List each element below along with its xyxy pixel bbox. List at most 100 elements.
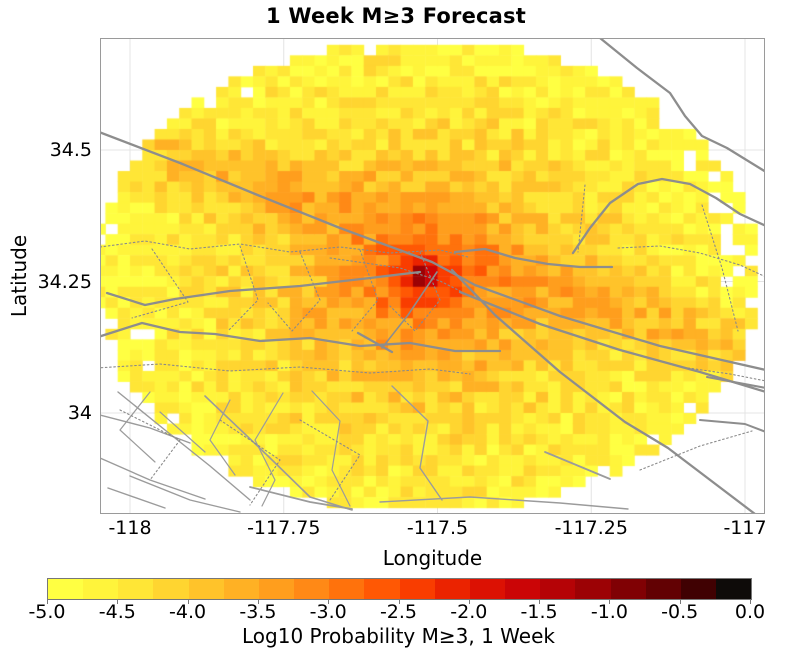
colorbar-tickmark [328, 600, 330, 604]
colorbar-segment [610, 579, 646, 599]
fault-line [299, 419, 361, 501]
fault-line [100, 363, 471, 375]
fault-line [219, 419, 281, 506]
colorbar-tick-label: -4.5 [98, 601, 136, 623]
fault-line [379, 496, 629, 510]
fault-line [209, 399, 236, 476]
colorbar-tickmark [750, 600, 751, 604]
colorbar-tick-label: -3.5 [239, 601, 277, 623]
x-tick-label: -117.75 [247, 517, 321, 539]
colorbar-tick-label: -2.0 [450, 601, 488, 623]
colorbar-segment [153, 579, 189, 599]
y-tick-label: 34.5 [49, 139, 92, 161]
fault-line [577, 184, 586, 253]
fault-line [119, 409, 181, 481]
fault-line [544, 451, 611, 480]
colorbar [47, 578, 752, 600]
fault-line [617, 245, 765, 278]
colorbar-segment [715, 579, 752, 599]
heatmap-canvas [100, 38, 765, 514]
fault-lines-overlay [100, 38, 765, 514]
fault-line [119, 391, 156, 463]
fault-line [450, 268, 757, 514]
fault-line [105, 270, 422, 307]
fault-line [100, 457, 206, 500]
fault-line [453, 247, 614, 269]
colorbar-segment [540, 579, 576, 599]
colorbar-label: Log10 Probability M≥3, 1 Week [242, 624, 555, 648]
colorbar-tickmark [398, 600, 400, 604]
colorbar-tickmark [117, 600, 119, 604]
fault-line [701, 204, 739, 332]
colorbar-segment [364, 579, 400, 599]
y-tick-label: 34.25 [37, 270, 92, 293]
colorbar-tickmark [679, 600, 681, 604]
fault-line [458, 290, 765, 393]
x-axis-label: Longitude [382, 546, 483, 570]
colorbar-segment [83, 579, 119, 599]
colorbar-segment [469, 579, 506, 599]
fault-line [381, 271, 438, 349]
fault-line [100, 321, 502, 353]
colorbar-tick-label: -1.5 [520, 601, 558, 623]
fault-line [598, 38, 765, 173]
fault-line [204, 395, 353, 511]
fault-line [356, 331, 394, 354]
colorbar-tick-label: -0.5 [661, 601, 699, 623]
fault-line [311, 390, 351, 507]
colorbar-segment [505, 579, 541, 599]
fault-line [687, 367, 765, 382]
colorbar-segment [258, 579, 295, 599]
x-tick-label: -118 [108, 517, 152, 539]
y-axis-label: Latitude [7, 234, 31, 318]
colorbar-segment [188, 579, 224, 599]
colorbar-tickmark [468, 600, 470, 604]
colorbar-tickmark [257, 600, 259, 604]
fault-line [254, 392, 284, 507]
fault-line [227, 245, 259, 332]
colorbar-tick-label: -3.0 [309, 601, 347, 623]
fault-line [107, 487, 166, 509]
plot-border [100, 38, 765, 514]
colorbar-segment [294, 579, 330, 599]
fault-line [329, 257, 471, 297]
colorbar-segment [434, 579, 470, 599]
colorbar-tick-label: -5.0 [28, 601, 66, 623]
colorbar-tick-label: -2.5 [379, 601, 418, 623]
fault-line [129, 475, 241, 513]
fault-line [639, 430, 753, 471]
colorbar-tick-label: -4.0 [169, 601, 207, 623]
colorbar-segment [223, 579, 259, 599]
fault-line [100, 131, 765, 371]
fault-line [391, 385, 443, 501]
fault-line [117, 391, 251, 501]
colorbar-tickmark [47, 600, 48, 604]
colorbar-tickmark [539, 600, 541, 604]
colorbar-segment [399, 579, 435, 599]
colorbar-tickmark [609, 600, 611, 604]
fault-line [706, 376, 765, 389]
fault-line [571, 177, 765, 255]
colorbar-segment [645, 579, 681, 599]
x-tick-label: -117 [723, 517, 767, 539]
colorbar-segment [680, 579, 716, 599]
colorbar-tick-label: 0.0 [734, 601, 766, 623]
fault-line [699, 419, 765, 433]
colorbar-segment [118, 579, 154, 599]
y-tick-label: 34 [67, 402, 92, 424]
colorbar-segment [575, 579, 611, 599]
fault-line [249, 486, 353, 510]
fault-line [159, 411, 206, 453]
x-tick-label: -117.5 [406, 517, 469, 539]
x-tick-label: -117.25 [554, 517, 628, 539]
fault-line [389, 251, 441, 332]
colorbar-tickmark [187, 600, 189, 604]
fault-line [351, 249, 379, 332]
colorbar-segment [329, 579, 365, 599]
colorbar-segment [48, 579, 84, 599]
fault-line [100, 240, 469, 258]
fault-line [267, 251, 321, 332]
colorbar-tick-label: -1.0 [590, 601, 628, 623]
fault-line [131, 248, 189, 319]
